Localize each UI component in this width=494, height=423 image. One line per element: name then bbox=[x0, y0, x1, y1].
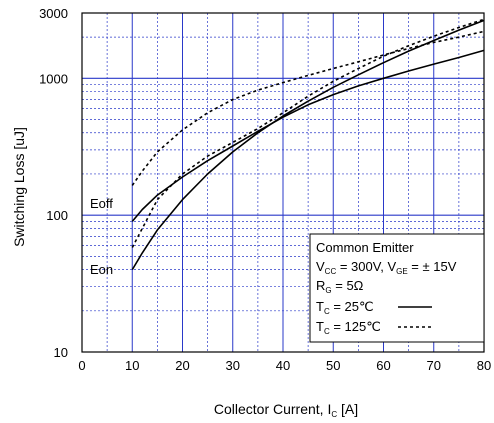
plot-frame bbox=[81, 12, 485, 353]
x-axis-title: Collector Current, IC [A] bbox=[214, 401, 358, 419]
x-tick-labels: 0 10 20 30 40 50 60 70 80 bbox=[78, 358, 491, 373]
series-group bbox=[131, 18, 485, 271]
y-tick-labels: 10 100 1000 3000 bbox=[39, 6, 68, 360]
y-tick-label: 10 bbox=[54, 345, 68, 360]
x-tick-label: 10 bbox=[125, 358, 139, 373]
series-line-1 bbox=[131, 49, 485, 222]
x-tick-label: 40 bbox=[276, 358, 290, 373]
series-line-4 bbox=[131, 18, 485, 248]
x-tick-label: 50 bbox=[326, 358, 340, 373]
legend-condition-resistance: RG = 5Ω bbox=[316, 278, 364, 295]
legend-entry-125c: TC = 125℃ bbox=[316, 319, 381, 336]
x-tick-label: 0 bbox=[78, 358, 85, 373]
y-tick-label: 1000 bbox=[39, 71, 68, 86]
legend-condition-voltage: VCC = 300V, VGE = ± 15V bbox=[316, 259, 457, 276]
annotation-eon: Eon bbox=[90, 262, 113, 277]
series-line-3 bbox=[131, 30, 485, 186]
legend-title: Common Emitter bbox=[316, 240, 414, 255]
annotation-eoff: Eoff bbox=[90, 196, 113, 211]
y-tick-label: 100 bbox=[46, 208, 68, 223]
x-tick-label: 30 bbox=[226, 358, 240, 373]
y-tick-label: 3000 bbox=[39, 6, 68, 21]
y-axis-title: Switching Loss [uJ] bbox=[11, 127, 27, 247]
legend-box: Common Emitter VCC = 300V, VGE = ± 15V R… bbox=[309, 233, 485, 343]
legend-entry-25c: TC = 25℃ bbox=[316, 299, 374, 316]
x-tick-label: 80 bbox=[477, 358, 491, 373]
x-tick-label: 20 bbox=[175, 358, 189, 373]
x-tick-label: 60 bbox=[376, 358, 390, 373]
x-tick-label: 70 bbox=[427, 358, 441, 373]
